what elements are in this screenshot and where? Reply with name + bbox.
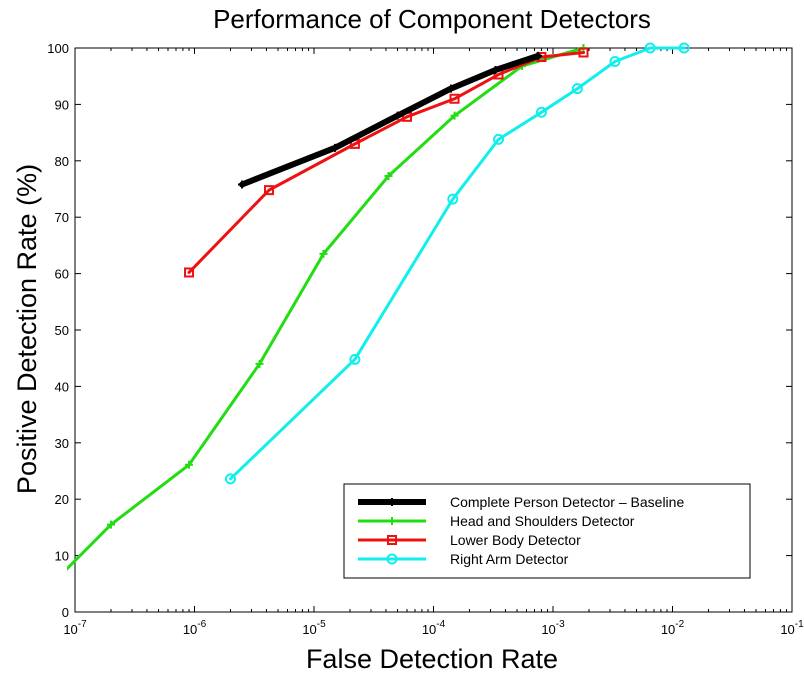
y-tick-label: 40 xyxy=(55,379,69,394)
data-point xyxy=(446,84,455,93)
chart-title: Performance of Component Detectors xyxy=(213,4,651,34)
legend-swatch-marker xyxy=(388,498,396,506)
x-tick-label: 10-4 xyxy=(422,619,446,637)
data-point xyxy=(644,42,656,54)
data-point xyxy=(319,249,328,258)
data-point xyxy=(331,143,340,152)
y-tick-label: 80 xyxy=(55,154,69,169)
y-tick-label: 20 xyxy=(55,492,69,507)
data-point xyxy=(255,359,264,368)
data-point xyxy=(609,56,621,68)
data-point xyxy=(450,111,459,120)
data-point xyxy=(571,83,583,95)
series-line xyxy=(228,46,686,481)
data-point xyxy=(263,185,274,196)
legend-swatch-marker xyxy=(386,553,398,565)
legend-label: Right Arm Detector xyxy=(450,551,569,567)
x-tick-label: 10-5 xyxy=(302,619,326,637)
data-point xyxy=(493,133,505,145)
legend-swatch-marker xyxy=(388,517,396,525)
x-tick-label: 10-6 xyxy=(183,619,207,637)
data-point xyxy=(393,111,402,120)
x-tick-label: 10-7 xyxy=(63,619,87,637)
data-point xyxy=(238,180,247,189)
x-tick-label: 10-3 xyxy=(541,619,565,637)
legend: Complete Person Detector – Baseline Head … xyxy=(343,483,751,579)
data-point xyxy=(534,51,543,60)
y-tick-label: 90 xyxy=(55,97,69,112)
legend-swatch-marker xyxy=(387,535,397,545)
y-tick-label: 100 xyxy=(47,41,69,56)
data-point xyxy=(349,353,361,365)
data-point xyxy=(449,93,460,104)
series-group xyxy=(224,42,690,485)
data-point xyxy=(106,520,115,529)
data-point xyxy=(447,193,459,205)
data-point xyxy=(384,172,393,181)
data-point xyxy=(678,42,690,54)
data-point xyxy=(535,106,547,118)
y-tick-label: 10 xyxy=(55,549,69,564)
data-point xyxy=(184,267,195,278)
series-group xyxy=(238,51,543,189)
series-line xyxy=(239,52,542,188)
y-tick-label: 0 xyxy=(62,605,69,620)
x-axis-label: False Detection Rate xyxy=(306,644,558,673)
data-point xyxy=(578,47,589,58)
data-point xyxy=(185,460,194,469)
y-tick-label: 70 xyxy=(55,210,69,225)
series-group xyxy=(67,44,588,571)
y-tick-label: 50 xyxy=(55,323,69,338)
y-axis-label: Positive Detection Rate (%) xyxy=(12,164,42,494)
data-point xyxy=(491,65,500,74)
legend-label: Lower Body Detector xyxy=(450,532,581,548)
legend-label: Complete Person Detector – Baseline xyxy=(450,494,684,510)
x-tick-label: 10-2 xyxy=(661,619,685,637)
data-point xyxy=(224,473,236,485)
y-tick-label: 30 xyxy=(55,436,69,451)
y-tick-label: 60 xyxy=(55,267,69,282)
plot-area: 0 10 20 30 40 50 60 70 80 90 100 10-7 10-6 10-5 10-4 10… xyxy=(47,41,804,637)
x-tick-label: 10-1 xyxy=(780,619,804,637)
legend-label: Head and Shoulders Detector xyxy=(450,513,635,529)
